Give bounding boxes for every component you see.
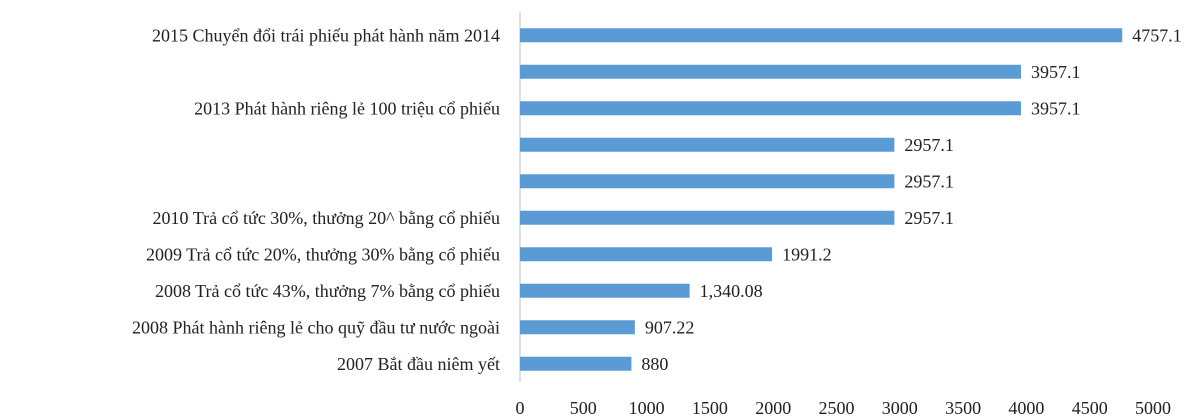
bar bbox=[520, 28, 1123, 43]
data-label: 2957.1 bbox=[904, 135, 954, 155]
x-tick-label: 4500 bbox=[1072, 398, 1108, 418]
data-label: 3957.1 bbox=[1031, 62, 1081, 82]
bar bbox=[520, 320, 635, 335]
y-tick-label: 2007 Bắt đầu niêm yết bbox=[337, 354, 500, 374]
bar bbox=[520, 210, 895, 225]
x-tick-label: 4000 bbox=[1008, 398, 1044, 418]
y-tick-label: 2008 Trả cổ tức 43%, thưởng 7% bằng cổ p… bbox=[155, 281, 500, 301]
x-tick-label: 3000 bbox=[882, 398, 918, 418]
x-tick-label: 0 bbox=[516, 398, 525, 418]
bar bbox=[520, 356, 632, 371]
data-label: 4757.1 bbox=[1132, 25, 1182, 45]
y-tick-label: 2015 Chuyển đổi trái phiếu phát hành năm… bbox=[152, 25, 500, 45]
data-label: 3957.1 bbox=[1031, 98, 1081, 118]
x-tick-label: 1000 bbox=[629, 398, 665, 418]
bar bbox=[520, 247, 773, 262]
data-label: 1991.2 bbox=[782, 244, 832, 264]
x-tick-label: 1500 bbox=[692, 398, 728, 418]
bar bbox=[520, 174, 895, 189]
bar bbox=[520, 64, 1021, 79]
data-label: 907.22 bbox=[645, 317, 695, 337]
bar bbox=[520, 101, 1021, 116]
x-tick-label: 5000 bbox=[1135, 398, 1171, 418]
data-label: 2957.1 bbox=[904, 208, 954, 228]
data-label: 1,340.08 bbox=[700, 281, 763, 301]
bar bbox=[520, 137, 895, 152]
y-tick-label: 2010 Trả cổ tức 30%, thưởng 20^ bằng cổ … bbox=[153, 208, 500, 228]
y-tick-label: 2009 Trả cổ tức 20%, thưởng 30% bằng cổ … bbox=[146, 244, 500, 264]
x-tick-label: 500 bbox=[570, 398, 597, 418]
data-label: 2957.1 bbox=[904, 171, 954, 191]
x-tick-label: 2000 bbox=[755, 398, 791, 418]
bar bbox=[520, 283, 690, 298]
x-tick-label: 3500 bbox=[945, 398, 981, 418]
data-label: 880 bbox=[641, 354, 668, 374]
y-tick-label: 2008 Phát hành riêng lẻ cho quỹ đầu tư n… bbox=[132, 317, 500, 337]
y-tick-label: 2013 Phát hành riêng lẻ 100 triệu cổ phi… bbox=[194, 98, 500, 118]
x-tick-label: 2500 bbox=[819, 398, 855, 418]
